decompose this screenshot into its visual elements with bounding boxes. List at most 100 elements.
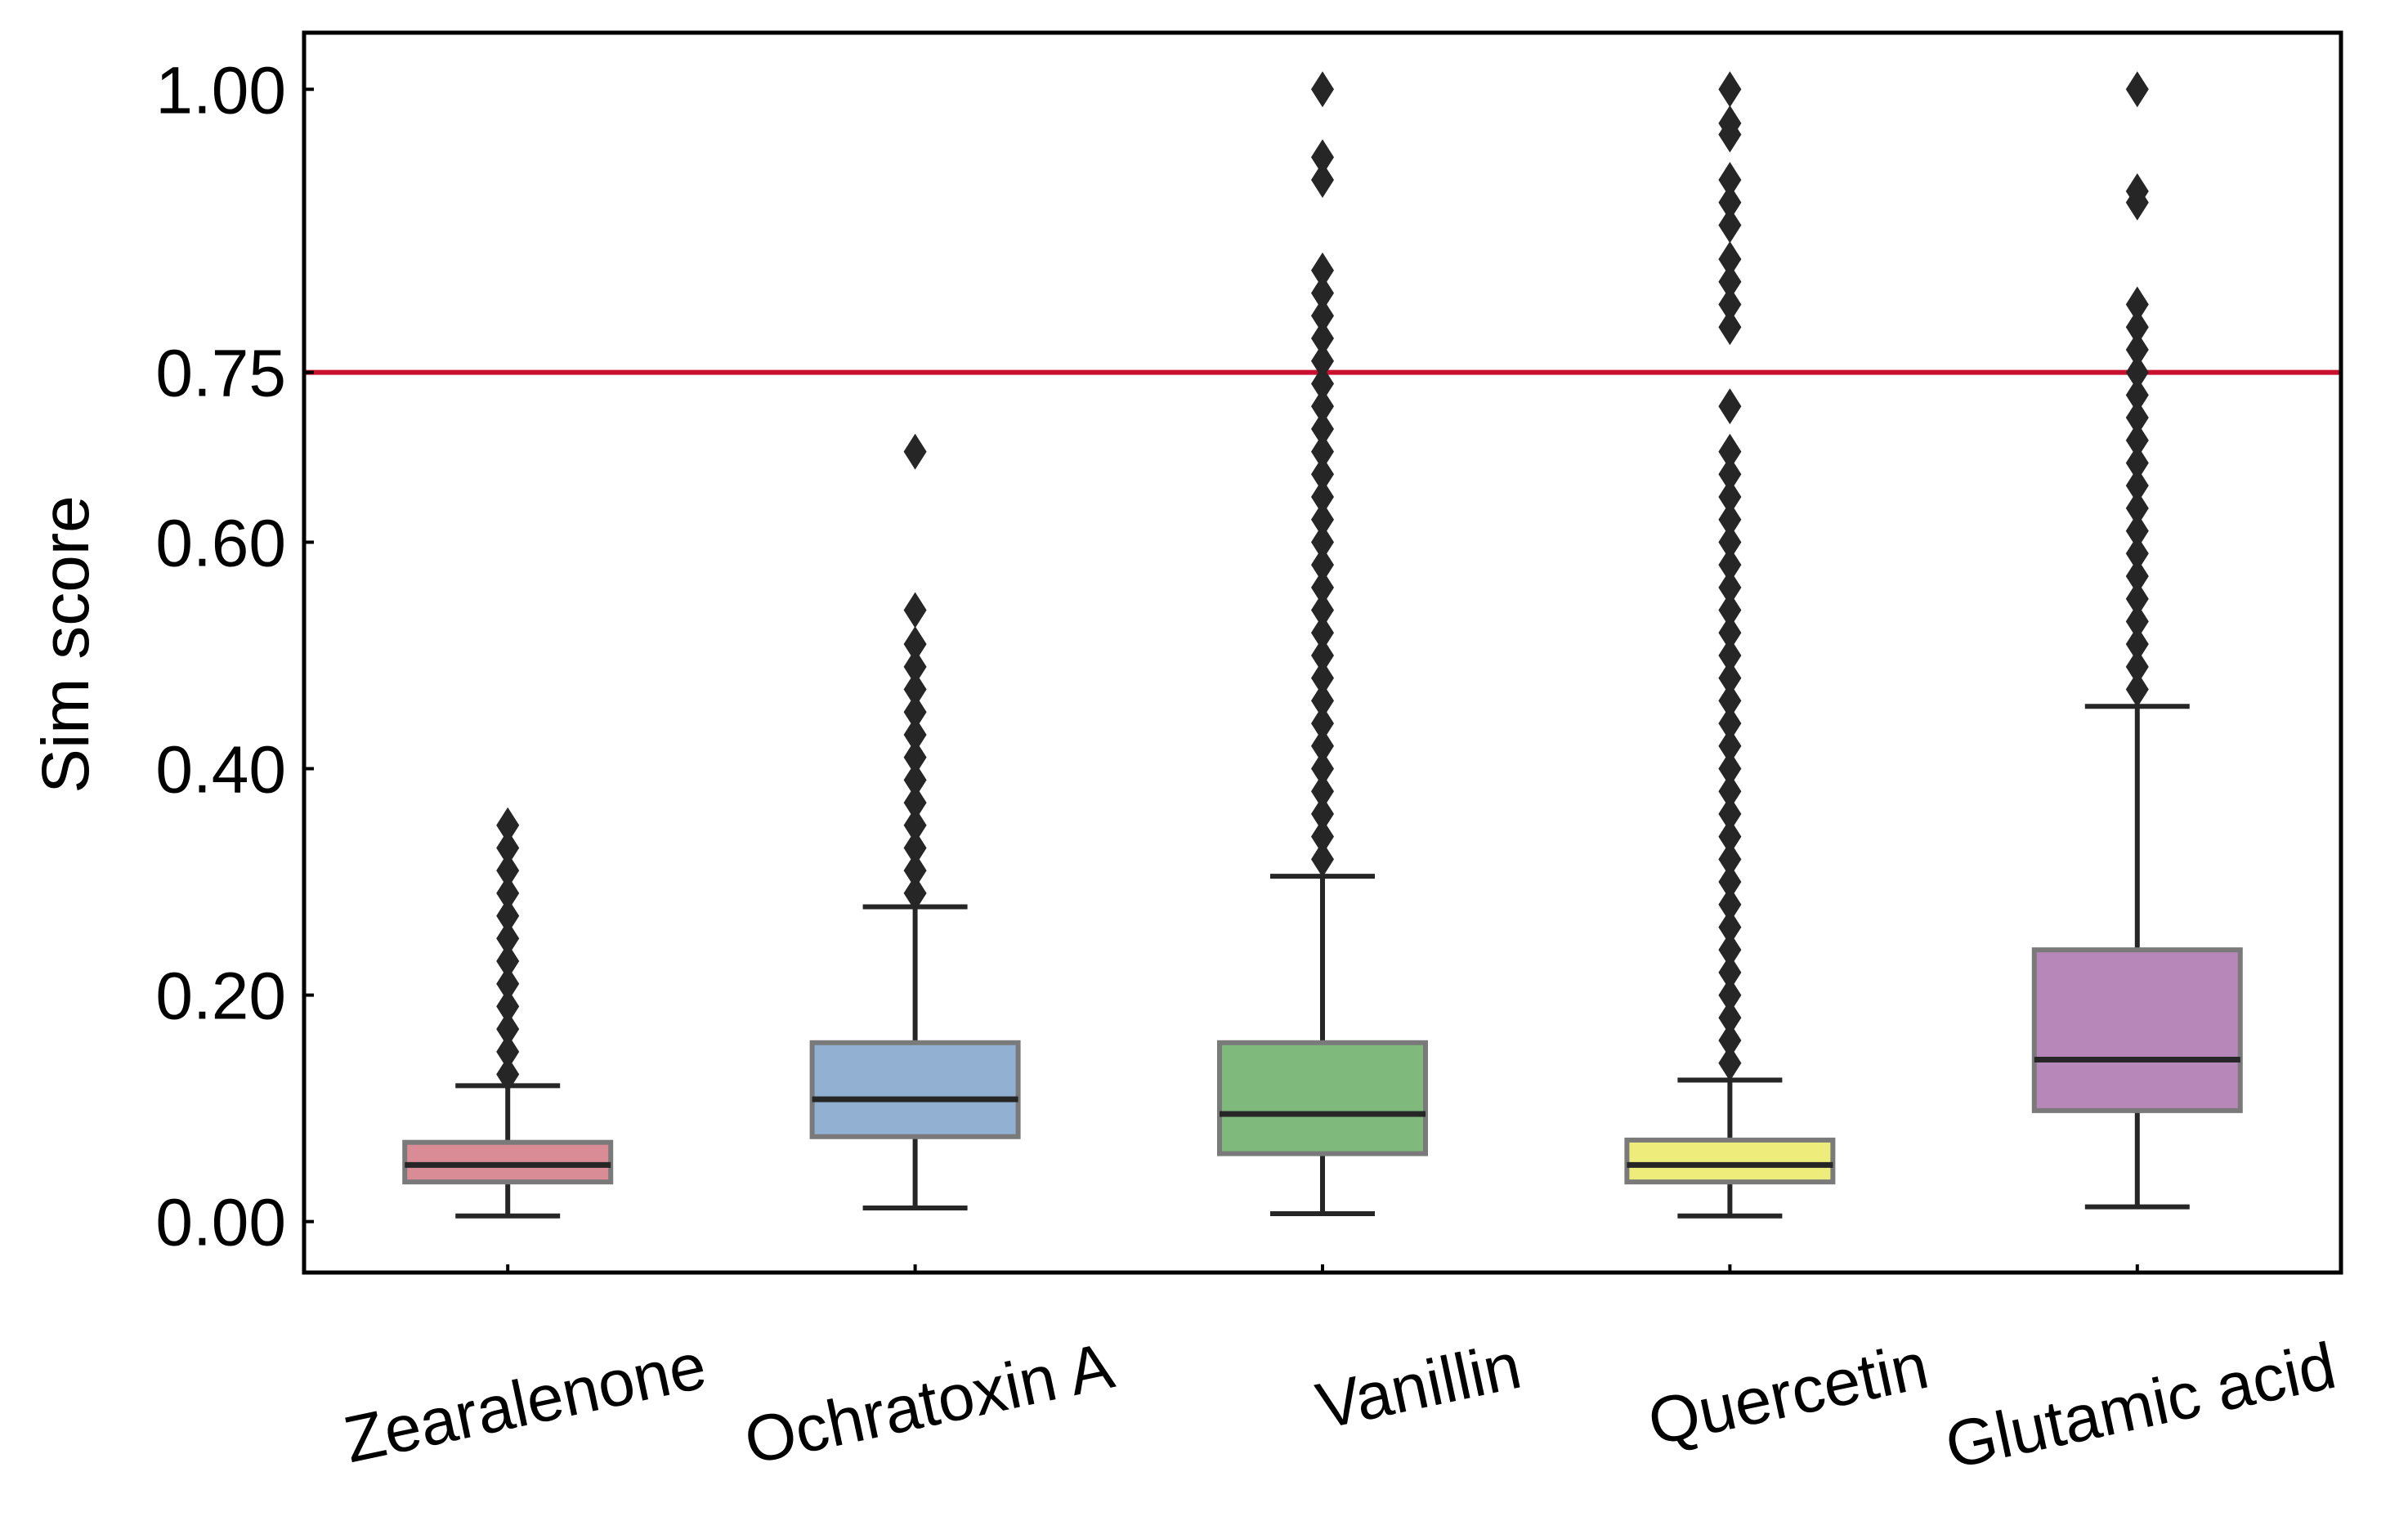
outlier-point <box>496 965 520 1002</box>
outlier-point <box>2125 71 2149 108</box>
outlier-point <box>903 716 927 753</box>
outlier-point <box>1311 162 1334 199</box>
outlier-point <box>1311 456 1334 493</box>
outlier-point <box>1718 184 1742 221</box>
outlier-point <box>2125 377 2149 414</box>
y-tick-label: 0.60 <box>155 506 286 580</box>
outlier-point <box>1718 637 1742 673</box>
y-tick-label: 1.00 <box>155 53 286 127</box>
outlier-point <box>1718 456 1742 493</box>
outlier-point <box>1718 727 1742 764</box>
y-tick-label: 0.20 <box>155 960 286 1034</box>
y-tick-label: 0.75 <box>155 337 286 411</box>
outlier-point <box>1311 524 1334 561</box>
outlier-point <box>1311 479 1334 516</box>
outlier-point <box>1311 682 1334 719</box>
outlier-point <box>1718 569 1742 606</box>
outlier-point <box>1718 501 1742 538</box>
outlier-point <box>1718 547 1742 584</box>
outlier-point <box>1718 795 1742 832</box>
y-axis-title: Sim score <box>29 495 103 794</box>
outlier-point <box>1311 410 1334 447</box>
outlier-point <box>1718 773 1742 810</box>
outlier-point <box>1718 592 1742 629</box>
outlier-point <box>496 943 520 980</box>
outlier-point <box>1311 433 1334 470</box>
outlier-point <box>1718 841 1742 878</box>
outlier-point <box>496 830 520 866</box>
outlier-point <box>1718 682 1742 719</box>
outlier-point <box>1718 1022 1742 1058</box>
outlier-point <box>903 694 927 731</box>
outlier-point <box>1718 241 1742 278</box>
outlier-point <box>496 875 520 911</box>
outlier-point <box>1718 207 1742 244</box>
outlier-point <box>1718 1045 1742 1081</box>
x-tick-label-zearalenone: Zearalenone <box>338 1329 712 1476</box>
outlier-point <box>1718 750 1742 787</box>
outlier-point <box>903 592 927 629</box>
box-group-zearalenone <box>402 807 614 1219</box>
outlier-point <box>1311 750 1334 787</box>
plot-frame <box>302 30 2343 1275</box>
outlier-point <box>903 807 927 843</box>
x-tick-label-glutamic-acid: Glutamic acid <box>1939 1329 2342 1483</box>
box-iqr <box>809 1040 1021 1139</box>
outlier-point <box>496 1033 520 1070</box>
outlier-point <box>2125 648 2149 685</box>
outlier-point <box>1311 71 1334 108</box>
outlier-point <box>903 830 927 866</box>
outlier-point <box>1718 71 1742 108</box>
outlier-point <box>1718 309 1742 346</box>
outlier-point <box>1311 275 1334 311</box>
outlier-point <box>1311 388 1334 425</box>
outlier-point <box>1311 501 1334 538</box>
outlier-point <box>1718 1000 1742 1036</box>
x-tick-label-ochratoxin-a: Ochratoxin A <box>738 1329 1120 1478</box>
outlier-point <box>1718 286 1742 323</box>
outlier-point <box>1311 705 1334 742</box>
outlier-point <box>1718 615 1742 651</box>
outlier-point <box>1311 818 1334 855</box>
outlier-point <box>496 1011 520 1048</box>
box-group-glutamic-acid <box>2031 71 2243 1210</box>
outlier-point <box>2125 354 2149 391</box>
outlier-point <box>1311 773 1334 810</box>
outlier-point <box>496 852 520 889</box>
outlier-point <box>1718 479 1742 516</box>
outlier-point <box>1718 433 1742 470</box>
outlier-point <box>496 988 520 1025</box>
outlier-point <box>903 875 927 911</box>
outlier-point <box>2125 467 2149 504</box>
box-group-quercetin <box>1624 71 1836 1219</box>
outlier-point <box>903 433 927 470</box>
outlier-point <box>1718 660 1742 696</box>
box-iqr <box>1217 1040 1428 1156</box>
outlier-point <box>1718 954 1742 991</box>
outlier-point <box>2125 286 2149 323</box>
outlier-point <box>1311 637 1334 673</box>
outlier-point <box>1311 795 1334 832</box>
box-iqr <box>1624 1137 1836 1185</box>
outlier-point <box>1311 592 1334 629</box>
outlier-point <box>1311 660 1334 696</box>
outlier-point <box>903 762 927 799</box>
outlier-point <box>2125 626 2149 663</box>
outlier-point <box>2125 512 2149 549</box>
outlier-point <box>1311 615 1334 651</box>
outlier-point <box>1718 105 1742 141</box>
outlier-point <box>1311 727 1334 764</box>
outlier-point <box>1718 886 1742 923</box>
outlier-point <box>496 920 520 957</box>
outlier-point <box>903 739 927 776</box>
outlier-point <box>1311 252 1334 289</box>
x-tick-label-quercetin: Quercetin <box>1642 1329 1935 1459</box>
outlier-point <box>1311 139 1334 176</box>
outlier-point <box>2125 309 2149 346</box>
box-group-vanillin <box>1217 71 1428 1216</box>
outlier-point <box>2125 671 2149 708</box>
box-group-ochratoxin-a <box>809 433 1021 1211</box>
outlier-point <box>1311 320 1334 357</box>
